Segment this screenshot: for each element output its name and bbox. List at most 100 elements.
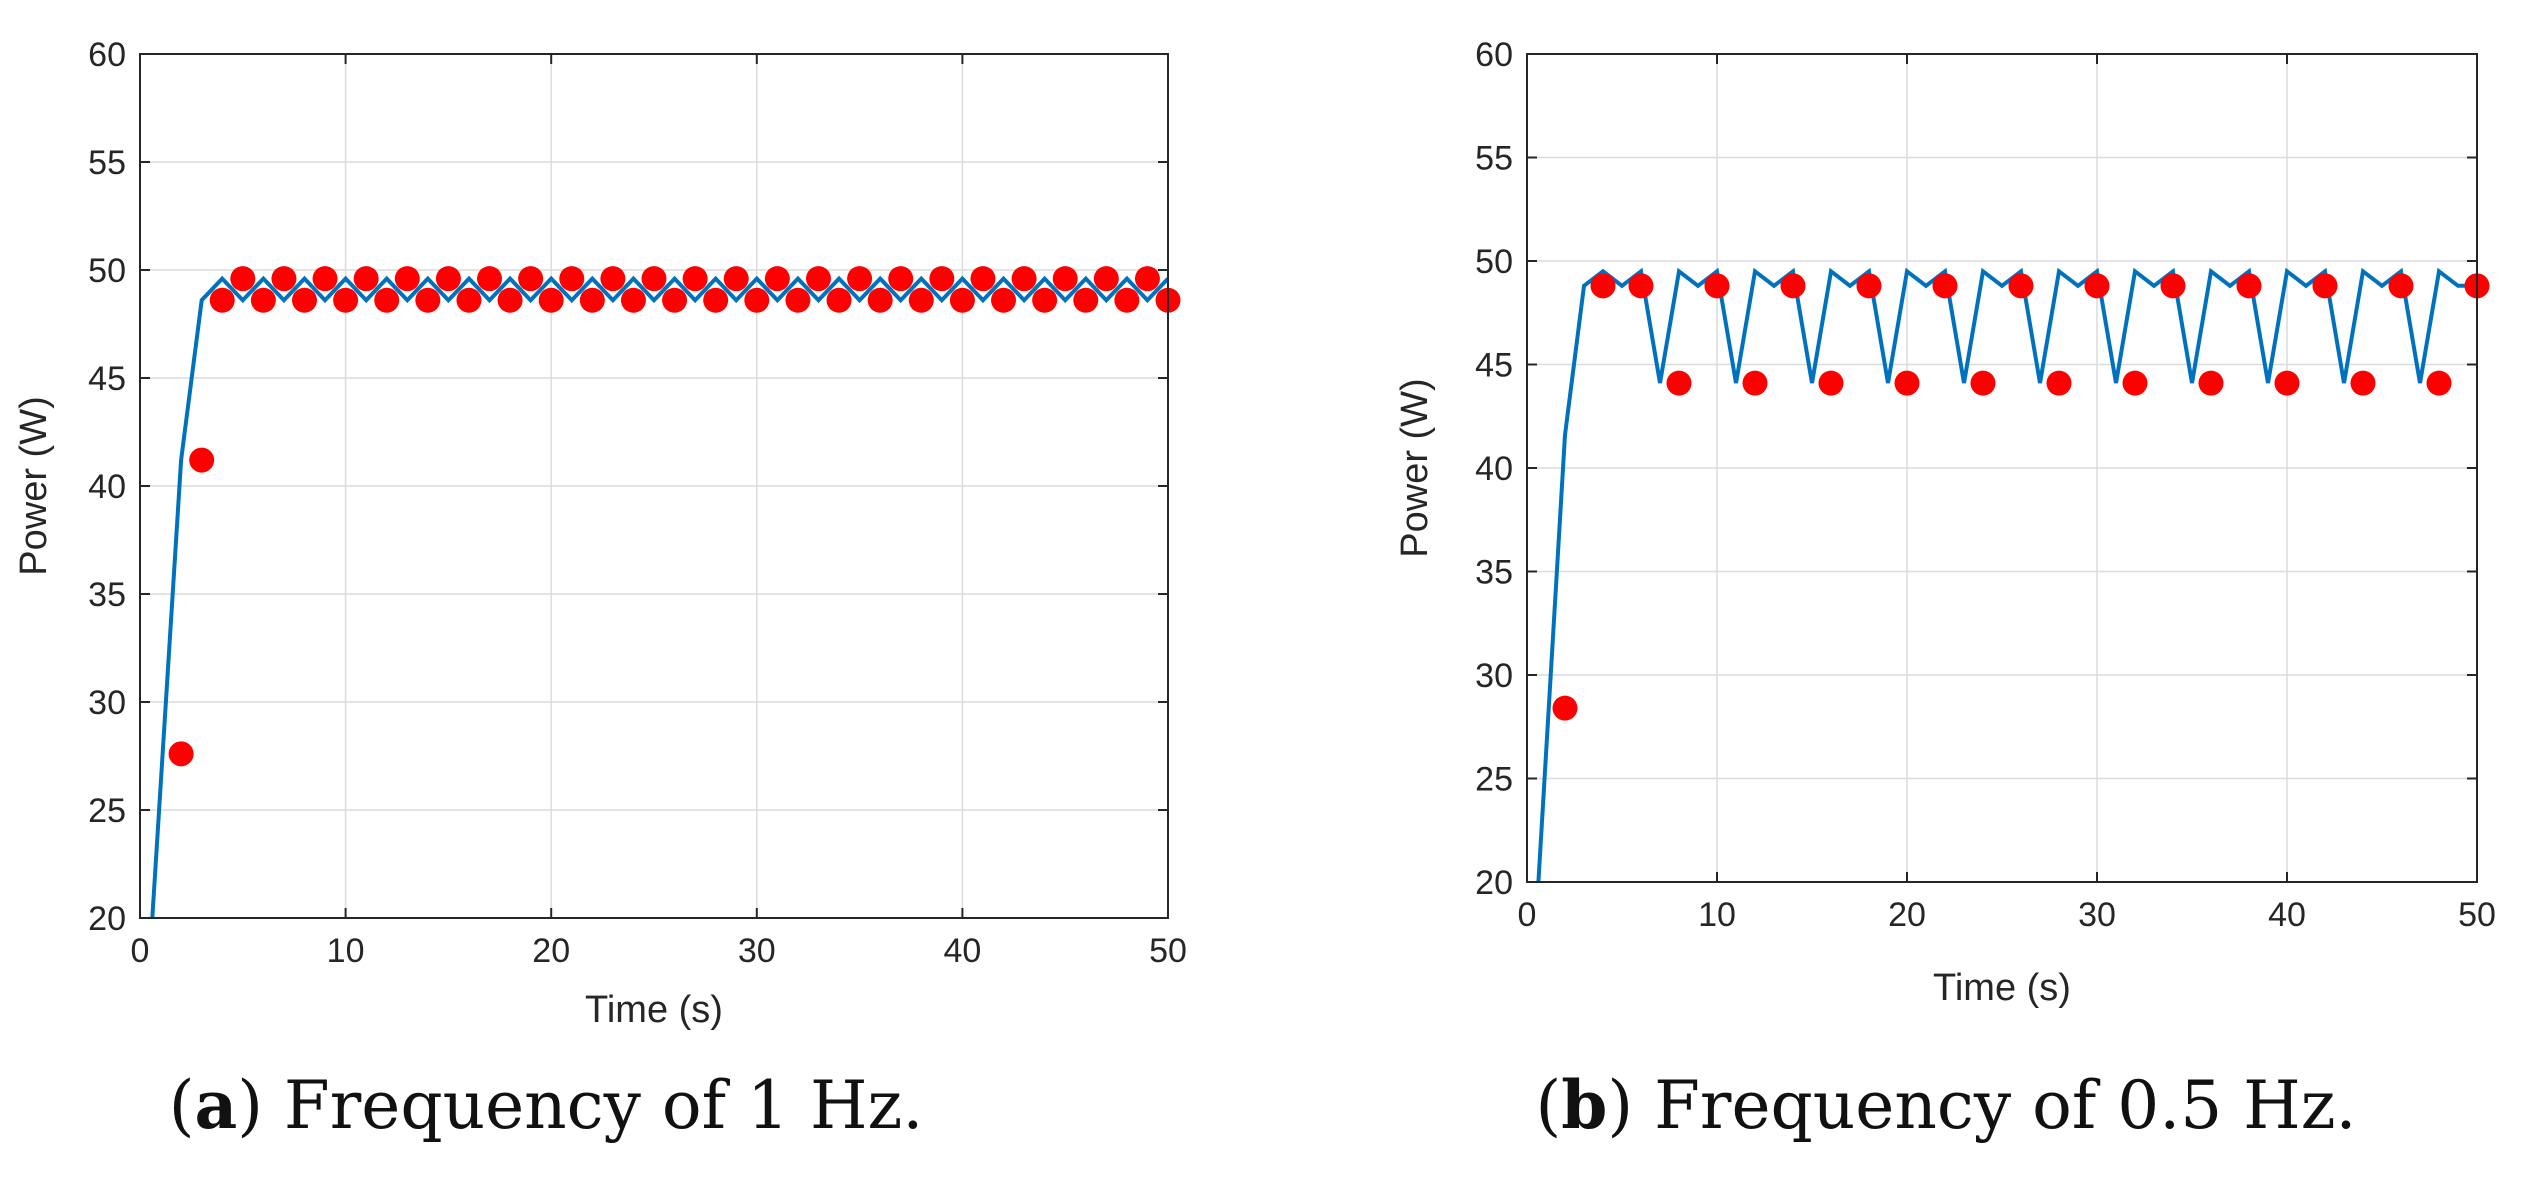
sample-marker-a: [970, 266, 996, 292]
sample-marker-b: [1818, 370, 1844, 396]
sample-marker-a: [518, 266, 544, 292]
power-line-a: [150, 275, 1168, 918]
y-tick-label: 35: [88, 576, 126, 614]
caption-b-close: ): [1607, 1067, 1633, 1144]
caption-b-text: Frequency of 0.5 Hz.: [1633, 1067, 2356, 1144]
x-tick-label: 0: [131, 932, 150, 970]
sample-marker-b: [2312, 273, 2338, 299]
sample-marker-a: [1011, 266, 1037, 292]
sample-marker-a: [600, 266, 626, 292]
sample-marker-b: [2426, 370, 2452, 396]
sample-marker-b: [1628, 273, 1654, 299]
sample-marker-a: [456, 287, 482, 313]
sample-marker-a: [991, 287, 1017, 313]
x-tick-label: 0: [1518, 896, 1537, 934]
sample-marker-b: [2388, 273, 2414, 299]
sample-marker-a: [620, 287, 646, 313]
sample-marker-b: [1856, 273, 1882, 299]
sample-marker-a: [291, 287, 317, 313]
y-tick-label: 55: [88, 144, 126, 182]
sample-marker-b: [2046, 370, 2072, 396]
sample-marker-a: [847, 266, 873, 292]
x-tick-label: 50: [2458, 896, 2496, 934]
y-tick-label: 55: [1475, 140, 1513, 178]
sample-marker-a: [1134, 266, 1160, 292]
sample-marker-a: [250, 287, 276, 313]
y-axis-title-a: Power (W): [13, 396, 55, 575]
x-axis-title-b: Time (s): [1933, 967, 2071, 1009]
sample-marker-a: [312, 266, 338, 292]
caption-b-letter: b: [1561, 1066, 1607, 1144]
sample-marker-a: [867, 287, 893, 313]
chart-panel-b: 0 10 20 30 40 50 20 25 30 35 40 45 50 55 60 Time (s) Pow…: [1394, 36, 2496, 1009]
chart-panel-a: 0 10 20 30 40 50 20 25 30 35 40 45 50 55 60 Time (s) Pow…: [13, 36, 1187, 1031]
sample-marker-a: [641, 266, 667, 292]
y-tick-label: 60: [1475, 36, 1513, 74]
sample-marker-b: [2008, 273, 2034, 299]
sample-marker-a: [497, 287, 523, 313]
sample-marker-b: [1780, 273, 1806, 299]
sample-marker-a: [477, 266, 503, 292]
sample-marker-a: [415, 287, 441, 313]
x-tick-label: 10: [327, 932, 365, 970]
sample-marker-a: [805, 266, 831, 292]
sample-marker-a: [1073, 287, 1099, 313]
sample-marker-a: [929, 266, 955, 292]
y-tick-label: 30: [88, 684, 126, 722]
sample-marker-b: [2122, 370, 2148, 396]
y-tick-label: 30: [1475, 657, 1513, 695]
sample-marker-b: [2274, 370, 2300, 396]
sample-marker-a: [271, 266, 297, 292]
sample-marker-a: [168, 741, 194, 767]
sample-marker-a: [949, 287, 975, 313]
x-tick-label: 50: [1149, 932, 1187, 970]
sample-marker-b: [2198, 370, 2224, 396]
sample-marker-b: [2160, 273, 2186, 299]
sample-marker-a: [1114, 287, 1140, 313]
y-tick-label: 45: [88, 360, 126, 398]
y-tick-label: 60: [88, 36, 126, 74]
sample-marker-b: [1742, 370, 1768, 396]
sample-marker-a: [230, 266, 256, 292]
sample-marker-a: [559, 266, 585, 292]
sample-marker-a: [1093, 266, 1119, 292]
sample-marker-b: [2350, 370, 2376, 396]
sample-marker-a: [435, 266, 461, 292]
sample-marker-a: [888, 266, 914, 292]
sample-marker-a: [353, 266, 379, 292]
x-tick-label: 10: [1698, 896, 1736, 934]
sample-marker-a: [394, 266, 420, 292]
y-tick-label: 25: [1475, 761, 1513, 799]
sample-marker-a: [209, 287, 235, 313]
x-tick-label: 20: [532, 932, 570, 970]
x-axis-title-a: Time (s): [585, 989, 723, 1031]
sample-marker-a: [744, 287, 770, 313]
x-tick-label: 30: [2078, 896, 2116, 934]
caption-b-open: (: [1536, 1067, 1562, 1144]
sample-marker-a: [333, 287, 359, 313]
sample-marker-a: [662, 287, 688, 313]
sample-marker-b: [1666, 370, 1692, 396]
sample-marker-a: [538, 287, 564, 313]
y-tick-label: 40: [1475, 450, 1513, 488]
sample-marker-b: [1552, 695, 1578, 721]
caption-b: (b) Frequency of 0.5 Hz.: [1536, 1066, 2357, 1144]
sample-marker-a: [1032, 287, 1058, 313]
caption-a-close: ): [237, 1067, 263, 1144]
sample-marker-a: [908, 287, 934, 313]
sample-marker-b: [1704, 273, 1730, 299]
y-tick-label: 20: [88, 900, 126, 938]
caption-a-letter: a: [194, 1066, 237, 1144]
caption-a: (a) Frequency of 1 Hz.: [169, 1066, 924, 1144]
x-tick-label: 20: [1888, 896, 1926, 934]
y-tick-label: 20: [1475, 864, 1513, 902]
sample-marker-a: [374, 287, 400, 313]
sample-marker-b: [1932, 273, 1958, 299]
sample-marker-b: [2236, 273, 2262, 299]
y-tick-label: 45: [1475, 347, 1513, 385]
sample-marker-a: [723, 266, 749, 292]
sample-marker-a: [682, 266, 708, 292]
sample-marker-a: [189, 447, 215, 473]
x-tick-label: 40: [943, 932, 981, 970]
